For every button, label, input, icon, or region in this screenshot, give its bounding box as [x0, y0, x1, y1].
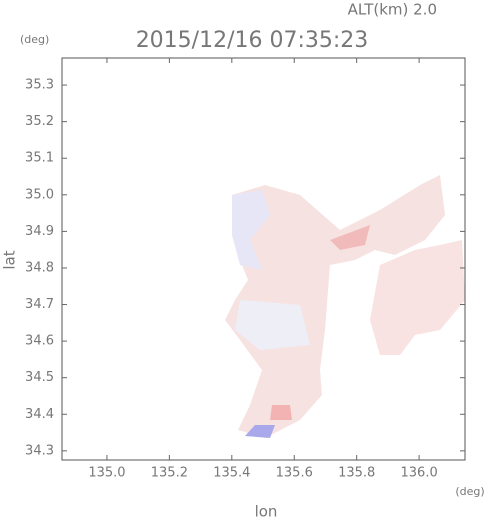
y-tick-label: 35.2 [25, 114, 54, 129]
y-tick-label: 35.0 [25, 187, 54, 202]
y-tick-label: 34.6 [25, 334, 54, 349]
chart-title: 2015/12/16 07:35:23 [136, 28, 369, 53]
altitude-label: ALT(km) 2.0 [348, 1, 437, 19]
y-tick-label: 34.5 [25, 370, 54, 385]
x-tick-label: 135.6 [276, 466, 313, 481]
x-tick-label: 135.8 [338, 466, 375, 481]
y-unit: (deg) [20, 33, 49, 46]
reflectivity-area [225, 175, 445, 438]
reflectivity-area [245, 425, 275, 438]
y-tick-label: 34.8 [25, 260, 54, 275]
reflectivity-area [330, 225, 370, 250]
y-tick-label: 34.9 [25, 224, 54, 239]
y-axis-label: lat [1, 250, 19, 269]
plot-frame [61, 57, 466, 461]
y-tick-label: 35.3 [25, 78, 54, 93]
x-unit: (deg) [455, 485, 484, 498]
y-tick-label: 34.3 [25, 443, 54, 458]
x-axis-label: lon [255, 503, 278, 521]
x-tick-label: 136.0 [401, 466, 438, 481]
reflectivity-area [232, 190, 270, 270]
y-tick-label: 34.7 [25, 297, 54, 312]
reflectivity-area [235, 300, 310, 350]
y-tick-label: 34.4 [25, 407, 54, 422]
reflectivity-area [370, 240, 465, 355]
x-tick-label: 135.0 [88, 466, 125, 481]
reflectivity-area [270, 405, 292, 420]
radar-field [225, 175, 465, 438]
x-tick-label: 135.4 [213, 466, 250, 481]
x-tick-label: 135.2 [151, 466, 188, 481]
y-tick-label: 35.1 [25, 151, 54, 166]
